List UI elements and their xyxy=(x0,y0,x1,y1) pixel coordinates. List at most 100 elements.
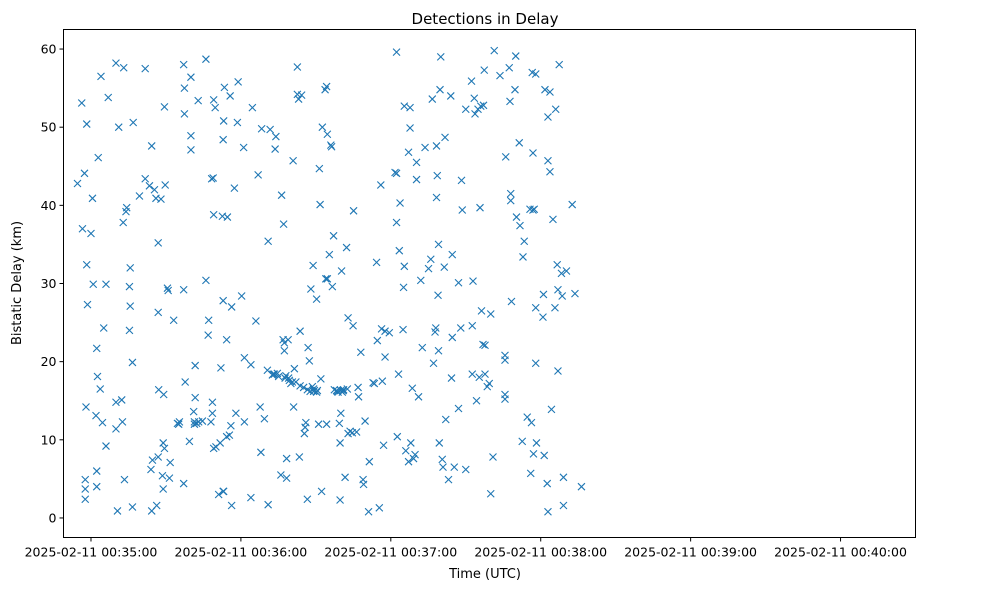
data-point xyxy=(392,48,401,57)
data-point xyxy=(481,370,489,379)
data-point xyxy=(458,206,467,214)
data-point xyxy=(468,321,477,330)
data-point xyxy=(88,194,97,203)
data-point xyxy=(181,378,190,386)
data-point xyxy=(468,370,477,379)
y-tick-label: 40 xyxy=(41,198,57,213)
data-point xyxy=(169,316,178,325)
data-point xyxy=(432,193,441,202)
data-point xyxy=(239,143,248,152)
data-point xyxy=(400,262,409,271)
data-point xyxy=(475,373,484,382)
data-point xyxy=(433,171,442,180)
data-point xyxy=(448,250,457,259)
x-tick-label: 2025-02-11 00:37:00 xyxy=(324,545,457,560)
data-point xyxy=(558,292,567,300)
data-point xyxy=(515,138,524,147)
data-point xyxy=(568,200,577,209)
data-point xyxy=(364,507,373,516)
data-point xyxy=(418,343,427,352)
data-point xyxy=(225,431,234,440)
data-point xyxy=(96,385,105,393)
data-point xyxy=(187,145,195,154)
data-point xyxy=(304,343,312,352)
data-point xyxy=(349,206,358,215)
data-point xyxy=(145,181,154,190)
data-point xyxy=(280,346,289,355)
data-point xyxy=(313,386,322,395)
data-point xyxy=(94,153,103,162)
data-points xyxy=(73,46,586,516)
data-point xyxy=(365,457,374,466)
data-point xyxy=(93,372,102,381)
data-point xyxy=(92,482,101,491)
data-point xyxy=(336,496,344,504)
x-axis-ticks: 2025-02-11 00:35:00 2025-02-11 00:36:00 20… xyxy=(25,537,907,560)
data-point xyxy=(254,170,263,179)
data-point xyxy=(148,456,157,465)
data-point xyxy=(520,237,529,246)
data-point xyxy=(256,448,265,457)
data-point xyxy=(432,142,441,150)
data-point xyxy=(112,424,120,433)
data-point xyxy=(159,485,168,493)
data-point xyxy=(412,175,421,184)
data-point xyxy=(160,102,169,111)
data-point xyxy=(470,94,479,103)
data-point xyxy=(571,289,579,298)
data-point xyxy=(204,316,213,325)
data-point xyxy=(406,439,415,447)
data-point xyxy=(336,409,345,418)
data-point xyxy=(208,409,217,418)
data-point xyxy=(395,246,404,255)
data-point xyxy=(511,85,519,94)
data-point xyxy=(154,308,163,317)
data-point xyxy=(375,503,384,512)
data-point xyxy=(214,490,223,499)
data-point xyxy=(426,255,435,264)
data-point xyxy=(308,382,317,391)
data-point xyxy=(435,439,444,447)
data-point xyxy=(227,501,236,510)
data-point xyxy=(279,220,288,228)
data-point xyxy=(160,444,169,453)
x-axis-label: Time (UTC) xyxy=(448,567,521,582)
data-point xyxy=(83,300,92,309)
data-point xyxy=(112,398,120,407)
data-point xyxy=(232,409,240,418)
data-point xyxy=(496,71,504,80)
data-point xyxy=(271,145,280,153)
data-point xyxy=(185,437,194,446)
data-point xyxy=(439,463,447,472)
data-point xyxy=(305,356,314,365)
data-point xyxy=(301,418,310,427)
data-point xyxy=(507,297,516,306)
data-point xyxy=(490,46,499,55)
data-point xyxy=(399,325,407,334)
data-point xyxy=(80,169,89,178)
data-point xyxy=(539,313,547,321)
data-point xyxy=(444,475,453,484)
data-point xyxy=(154,238,163,247)
data-point xyxy=(82,120,91,128)
data-point xyxy=(198,417,207,425)
data-point xyxy=(102,280,110,289)
data-point xyxy=(226,92,235,100)
data-point xyxy=(289,156,298,165)
data-point xyxy=(219,117,228,125)
data-point xyxy=(98,418,107,427)
data-point xyxy=(434,240,443,249)
data-point xyxy=(354,383,362,392)
data-point xyxy=(549,215,557,224)
data-point xyxy=(546,88,554,96)
data-point xyxy=(559,501,568,510)
data-point xyxy=(489,453,497,461)
data-point xyxy=(277,191,286,200)
data-point xyxy=(501,153,510,161)
data-point xyxy=(152,501,161,510)
data-point xyxy=(296,327,305,336)
data-point xyxy=(270,370,279,379)
data-point xyxy=(240,417,249,426)
data-point xyxy=(247,360,255,369)
data-point xyxy=(532,439,541,447)
